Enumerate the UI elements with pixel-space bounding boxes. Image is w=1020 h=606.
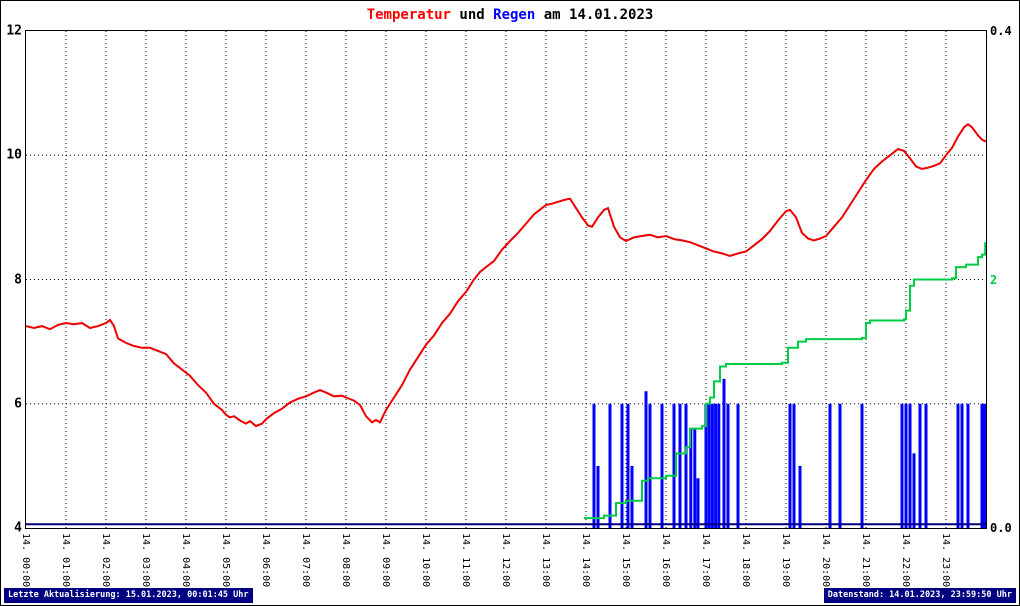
- x-axis-label: 14. 20:00: [819, 533, 831, 588]
- y-left-tick-label: 8: [14, 272, 22, 287]
- status-last-update: Letzte Aktualisierung: 15.01.2023, 00:01…: [4, 588, 253, 603]
- temperature-line: [26, 122, 986, 428]
- y-left-tick-label: 6: [14, 396, 22, 412]
- y-left-tick-label: 4: [14, 520, 22, 536]
- y-right-top-label: 0.4: [990, 24, 1012, 38]
- x-axis-label: 14. 06:00: [259, 533, 271, 588]
- x-axis-label: 14. 09:00: [379, 533, 391, 588]
- rain-bars: [592, 378, 986, 528]
- y-left-tick-label: 12: [6, 23, 22, 39]
- title-temperature: Temperatur: [366, 7, 451, 23]
- x-axis-label: 14. 04:00: [179, 533, 191, 588]
- x-axis-label: 14. 08:00: [339, 533, 351, 588]
- title-rain: Regen: [493, 7, 536, 23]
- x-axis-label: 14. 16:00: [659, 533, 671, 588]
- x-axis-label: 14. 00:00: [19, 533, 31, 588]
- status-data-state: Datenstand: 14.01.2023, 23:59:50 Uhr: [823, 588, 1016, 603]
- x-axis-label: 14. 02:00: [99, 533, 111, 588]
- y-sum-tick-label: 2: [990, 272, 998, 287]
- chart-title: Temperatur und Regen am 14.01.2023: [1, 7, 1019, 23]
- x-axis-label: 14. 13:00: [539, 533, 551, 588]
- y-right-bottom-label: 0.0: [990, 521, 1012, 535]
- y-left-tick-label: 10: [6, 147, 22, 163]
- chart-canvas: [26, 31, 986, 528]
- x-axis-label: 14. 14:00: [579, 533, 591, 588]
- x-axis-label: 14. 22:00: [899, 533, 911, 588]
- title-date: am 14.01.2023: [535, 7, 654, 23]
- x-axis-label: 14. 17:00: [699, 533, 711, 588]
- x-axis-label: 14. 21:00: [859, 533, 871, 588]
- rain-sum-line: [584, 242, 986, 520]
- x-axis-label: 14. 23:00: [939, 533, 951, 588]
- x-axis-label: 14. 05:00: [219, 533, 231, 588]
- x-axis-label: 14. 18:00: [739, 533, 751, 588]
- x-axis-label: 14. 19:00: [779, 533, 791, 588]
- x-axis-label: 14. 03:00: [139, 533, 151, 588]
- x-axis-label: 14. 10:00: [419, 533, 431, 588]
- title-und: und: [450, 7, 494, 23]
- x-axis-label: 14. 15:00: [619, 533, 631, 588]
- x-axis-label: 14. 07:00: [299, 533, 311, 588]
- x-axis-label: 14. 11:00: [459, 533, 471, 588]
- x-axis-label: 14. 12:00: [499, 533, 511, 588]
- plot-area: [25, 30, 987, 529]
- x-axis-label: 14. 01:00: [59, 533, 71, 588]
